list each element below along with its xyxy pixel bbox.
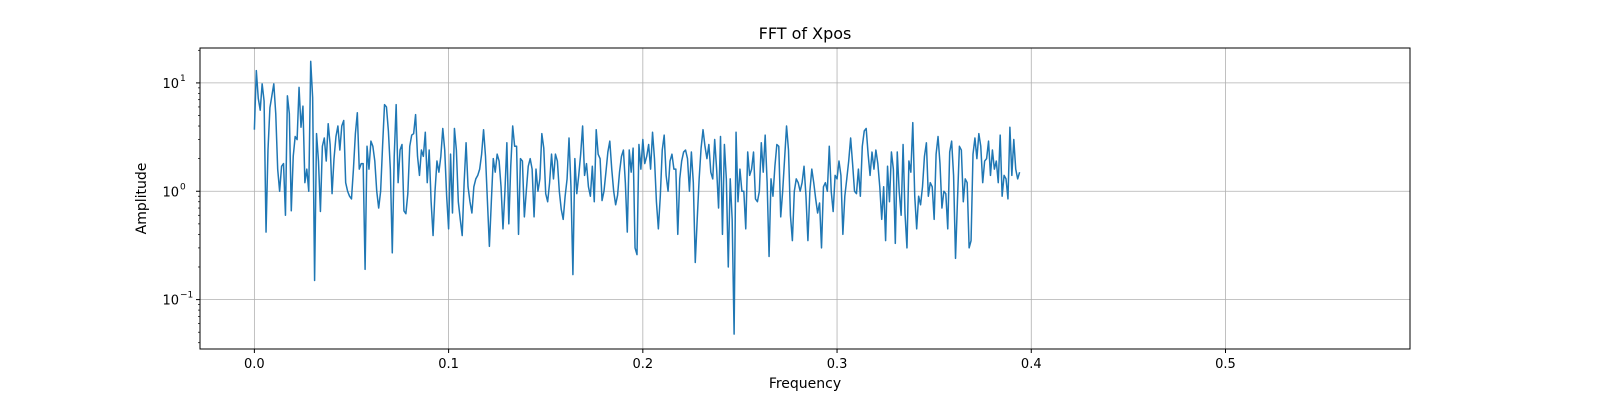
x-tick-label: 0.1	[438, 357, 459, 372]
x-tick-label: 0.0	[244, 357, 265, 372]
y-tick-exponent: 1	[180, 74, 186, 84]
grid-lines	[200, 48, 1410, 349]
x-tick-label: 0.2	[632, 357, 653, 372]
x-tick-label: 0.4	[1021, 357, 1042, 372]
y-tick-label: 10	[162, 185, 179, 200]
y-tick-label: 10	[162, 77, 179, 92]
y-tick-exponent: −1	[180, 291, 193, 301]
y-tick-label: 10	[162, 294, 179, 309]
chart-title: FFT of Xpos	[759, 24, 852, 43]
x-axis-label: Frequency	[769, 376, 841, 392]
plot-frame	[199, 47, 1411, 350]
series-layer	[253, 60, 1021, 335]
x-tick-label: 0.3	[827, 357, 848, 372]
y-tick-exponent: 0	[180, 182, 186, 192]
fft-series-line	[253, 60, 1021, 335]
x-tick-label: 0.5	[1215, 357, 1236, 372]
y-axis-label: Amplitude	[134, 163, 150, 235]
